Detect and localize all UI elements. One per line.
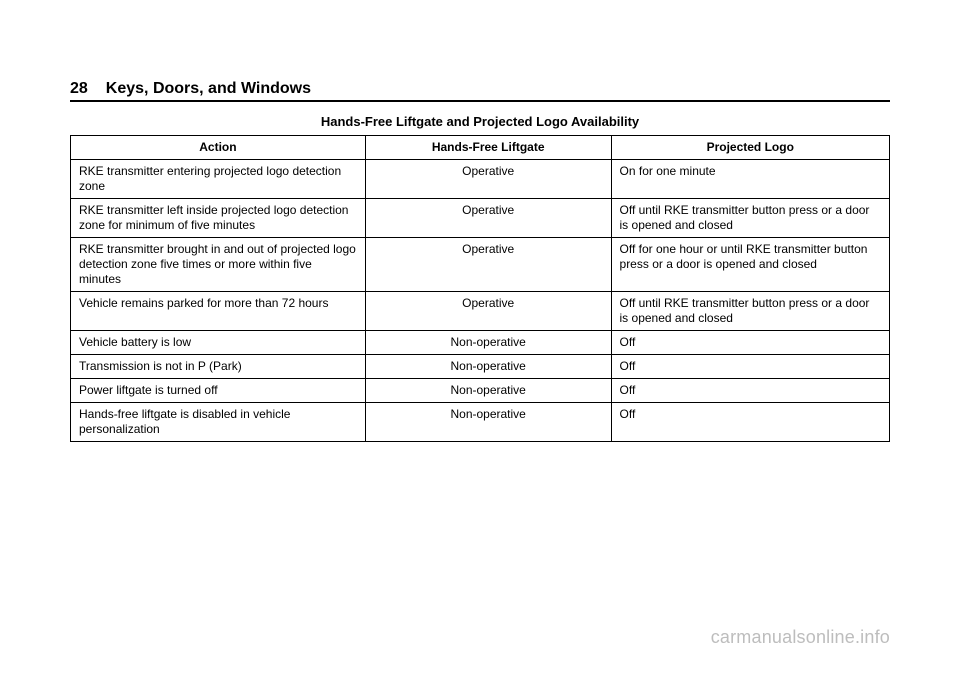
- col-header-liftgate: Hands-Free Liftgate: [365, 136, 611, 160]
- section-title: Keys, Doors, and Windows: [106, 80, 311, 98]
- cell-logo: Off until RKE transmitter button press o…: [611, 292, 889, 331]
- table-row: Transmission is not in P (Park) Non-oper…: [71, 355, 890, 379]
- cell-logo: Off for one hour or until RKE transmitte…: [611, 238, 889, 292]
- availability-table: Action Hands-Free Liftgate Projected Log…: [70, 135, 890, 442]
- page-content: 28 Keys, Doors, and Windows Hands-Free L…: [0, 0, 960, 442]
- table-title: Hands-Free Liftgate and Projected Logo A…: [70, 114, 890, 129]
- cell-action: Transmission is not in P (Park): [71, 355, 366, 379]
- cell-liftgate: Non-operative: [365, 403, 611, 442]
- table-header-row: Action Hands-Free Liftgate Projected Log…: [71, 136, 890, 160]
- cell-liftgate: Non-operative: [365, 331, 611, 355]
- cell-liftgate: Operative: [365, 160, 611, 199]
- cell-liftgate: Non-operative: [365, 355, 611, 379]
- table-row: RKE transmitter entering projected logo …: [71, 160, 890, 199]
- page-number: 28: [70, 80, 88, 98]
- cell-liftgate: Operative: [365, 238, 611, 292]
- cell-action: Hands-free liftgate is disabled in vehic…: [71, 403, 366, 442]
- cell-liftgate: Non-operative: [365, 379, 611, 403]
- cell-logo: Off: [611, 331, 889, 355]
- table-row: RKE transmitter left inside projected lo…: [71, 199, 890, 238]
- cell-logo: On for one minute: [611, 160, 889, 199]
- table-row: Power liftgate is turned off Non-operati…: [71, 379, 890, 403]
- table-row: RKE transmitter brought in and out of pr…: [71, 238, 890, 292]
- table-row: Vehicle battery is low Non-operative Off: [71, 331, 890, 355]
- table-row: Hands-free liftgate is disabled in vehic…: [71, 403, 890, 442]
- cell-action: Vehicle battery is low: [71, 331, 366, 355]
- watermark-text: carmanualsonline.info: [711, 627, 890, 648]
- cell-action: RKE transmitter left inside projected lo…: [71, 199, 366, 238]
- cell-logo: Off: [611, 379, 889, 403]
- cell-logo: Off until RKE transmitter button press o…: [611, 199, 889, 238]
- cell-liftgate: Operative: [365, 292, 611, 331]
- cell-action: RKE transmitter brought in and out of pr…: [71, 238, 366, 292]
- col-header-action: Action: [71, 136, 366, 160]
- cell-logo: Off: [611, 403, 889, 442]
- cell-logo: Off: [611, 355, 889, 379]
- page-header: 28 Keys, Doors, and Windows: [70, 80, 890, 102]
- col-header-logo: Projected Logo: [611, 136, 889, 160]
- table-row: Vehicle remains parked for more than 72 …: [71, 292, 890, 331]
- cell-action: RKE transmitter entering projected logo …: [71, 160, 366, 199]
- cell-action: Vehicle remains parked for more than 72 …: [71, 292, 366, 331]
- cell-action: Power liftgate is turned off: [71, 379, 366, 403]
- cell-liftgate: Operative: [365, 199, 611, 238]
